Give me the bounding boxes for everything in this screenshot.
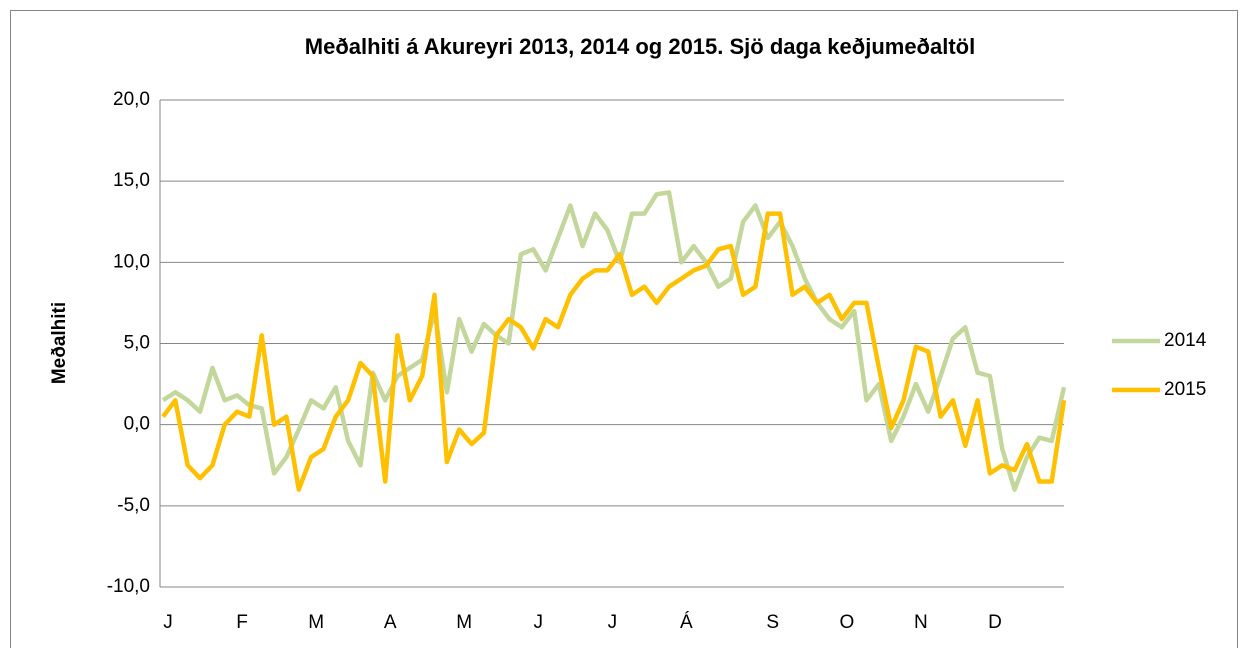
- x-tick-label: O: [839, 612, 854, 633]
- x-tick-label: F: [236, 612, 248, 633]
- x-tick-label: D: [988, 612, 1002, 633]
- y-tick-label: -10,0: [107, 576, 150, 597]
- x-tick-label: N: [914, 612, 928, 633]
- y-tick-label: -5,0: [117, 495, 150, 516]
- y-tick-label: 10,0: [113, 251, 150, 272]
- y-tick-label: 5,0: [124, 333, 150, 354]
- x-tick-label: J: [163, 612, 173, 633]
- y-tick-label: 0,0: [124, 414, 150, 435]
- y-tick-label: 15,0: [113, 170, 150, 191]
- x-tick-label: Á: [680, 612, 693, 633]
- x-tick-label: M: [308, 612, 324, 633]
- chart-title: Meðalhiti á Akureyri 2013, 2014 og 2015.…: [305, 34, 975, 59]
- series-line: [161, 211, 1067, 492]
- series-line: [161, 190, 1067, 492]
- x-tick-label: A: [384, 612, 397, 633]
- legend-label: 2014: [1164, 330, 1207, 351]
- x-tick-label: M: [456, 612, 472, 633]
- x-tick-label: J: [608, 612, 618, 633]
- y-tick-label: 20,0: [113, 89, 150, 110]
- chart-frame: [10, 10, 1238, 648]
- legend-label: 2015: [1164, 379, 1206, 400]
- x-tick-label: J: [534, 612, 544, 633]
- y-axis-label: Meðalhiti: [49, 302, 70, 384]
- x-tick-label: S: [766, 612, 779, 633]
